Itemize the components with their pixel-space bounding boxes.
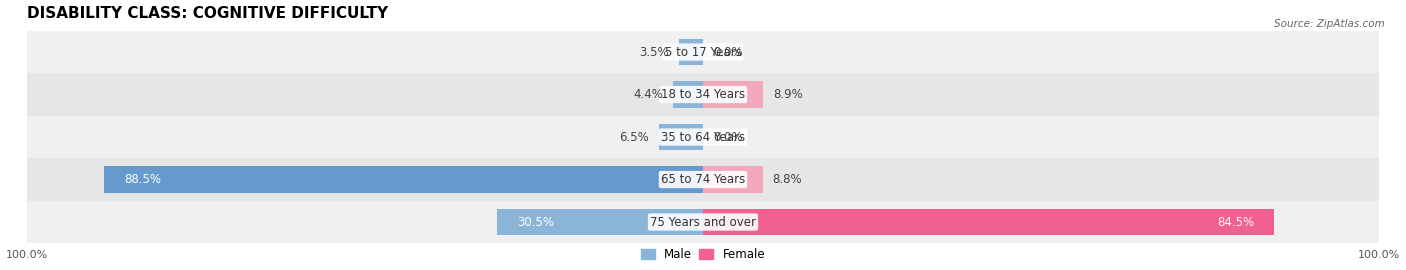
Text: 8.9%: 8.9% [773,88,803,101]
Text: 65 to 74 Years: 65 to 74 Years [661,173,745,186]
Text: 4.4%: 4.4% [633,88,664,101]
Text: 8.8%: 8.8% [773,173,803,186]
Bar [27,158,1379,201]
Bar [659,124,703,150]
Bar [104,166,703,193]
Text: 30.5%: 30.5% [517,215,554,228]
Bar [703,209,1274,235]
Text: 88.5%: 88.5% [125,173,162,186]
Text: DISABILITY CLASS: COGNITIVE DIFFICULTY: DISABILITY CLASS: COGNITIVE DIFFICULTY [27,6,388,21]
Text: 5 to 17 Years: 5 to 17 Years [665,46,741,59]
Bar [703,166,762,193]
Text: 6.5%: 6.5% [619,130,650,144]
Text: 0.0%: 0.0% [713,46,742,59]
Bar [496,209,703,235]
Bar [27,201,1379,243]
Bar [703,81,763,108]
Text: 0.0%: 0.0% [713,130,742,144]
Text: 3.5%: 3.5% [640,46,669,59]
Text: 84.5%: 84.5% [1218,215,1254,228]
Bar [27,116,1379,158]
Bar [27,31,1379,73]
Bar [673,81,703,108]
Text: 18 to 34 Years: 18 to 34 Years [661,88,745,101]
Bar [27,73,1379,116]
Legend: Male, Female: Male, Female [636,243,770,265]
Text: Source: ZipAtlas.com: Source: ZipAtlas.com [1274,19,1385,29]
Text: 35 to 64 Years: 35 to 64 Years [661,130,745,144]
Bar [679,39,703,65]
Text: 75 Years and over: 75 Years and over [650,215,756,228]
